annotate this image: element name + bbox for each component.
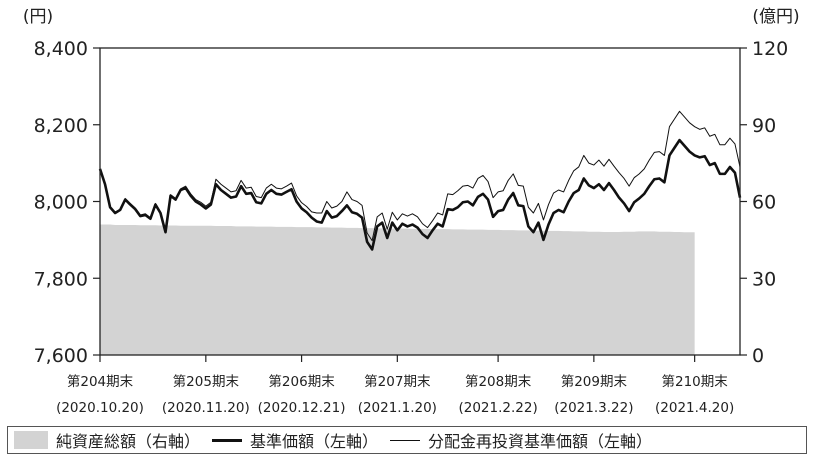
x-tick-label-period: 第208期末: [465, 373, 532, 390]
legend-item-net-assets: 純資産総額（右軸）: [14, 428, 200, 452]
net-assets-area-layer: [100, 224, 695, 355]
left-axis: 7,600 7,800 8,000 8,200 8,400: [34, 38, 100, 367]
legend-label-reinvest: 分配金再投資基準価額（左軸）: [428, 432, 653, 451]
series-net-assets-area: [100, 224, 695, 355]
x-tick-label-period: 第204期末: [67, 373, 134, 390]
right-unit-label: (億円): [752, 7, 799, 27]
legend-swatch-area: [14, 431, 48, 449]
left-tick-label: 7,600: [34, 345, 88, 367]
x-tick-label-date: (2020.10.20): [56, 400, 144, 416]
left-tick-label: 8,000: [34, 192, 88, 214]
right-tick-label: 30: [752, 268, 776, 290]
x-tick-label-period: 第207期末: [364, 373, 431, 390]
right-tick-label: 60: [752, 192, 776, 214]
left-unit-label: (円): [23, 7, 53, 27]
price-lines-layer: [98, 110, 742, 251]
x-tick-label-period: 第206期末: [268, 373, 335, 390]
x-tick-label-date: (2021.1.20): [358, 400, 437, 416]
x-tick-label-period: 第205期末: [173, 373, 240, 390]
x-tick-label-date: (2020.12.21): [258, 400, 346, 416]
x-axis: 第204期末 (2020.10.20) 第205期末 (2020.11.20) 第206…: [56, 355, 734, 416]
legend-item-nav: 基準価額（左軸）: [212, 428, 378, 452]
legend: 純資産総額（右軸） 基準価額（左軸） 分配金再投資基準価額（左軸）: [7, 426, 807, 454]
legend-item-reinvest: 分配金再投資基準価額（左軸）: [390, 428, 652, 452]
x-tick-label-date: (2021.3.22): [554, 400, 633, 416]
left-tick-label: 7,800: [34, 268, 88, 290]
x-tick-label-date: (2020.11.20): [162, 400, 250, 416]
x-tick-label-period: 第210期末: [662, 373, 729, 390]
right-axis: 0 30 60 90 120: [740, 38, 788, 367]
x-tick-label-date: (2021.4.20): [655, 400, 734, 416]
series-nav-line: [98, 138, 742, 251]
legend-label-nav: 基準価額（左軸）: [250, 432, 379, 451]
left-tick-label: 8,400: [34, 38, 88, 60]
legend-swatch-thin-line: [390, 439, 421, 441]
x-tick-label-date: (2021.2.22): [458, 400, 537, 416]
right-tick-label: 90: [752, 115, 776, 137]
right-tick-label: 120: [752, 38, 788, 60]
x-tick-label-period: 第209期末: [561, 373, 628, 390]
chart: 7,600 7,800 8,000 8,200 8,400 0 30 60 90 120 第20…: [23, 7, 800, 416]
right-tick-label: 0: [752, 345, 764, 367]
legend-swatch-thick-line: [212, 438, 243, 442]
left-tick-label: 8,200: [34, 115, 88, 137]
legend-label-net-assets: 純資産総額（右軸）: [56, 432, 201, 451]
series-reinvest-line: [99, 110, 741, 242]
